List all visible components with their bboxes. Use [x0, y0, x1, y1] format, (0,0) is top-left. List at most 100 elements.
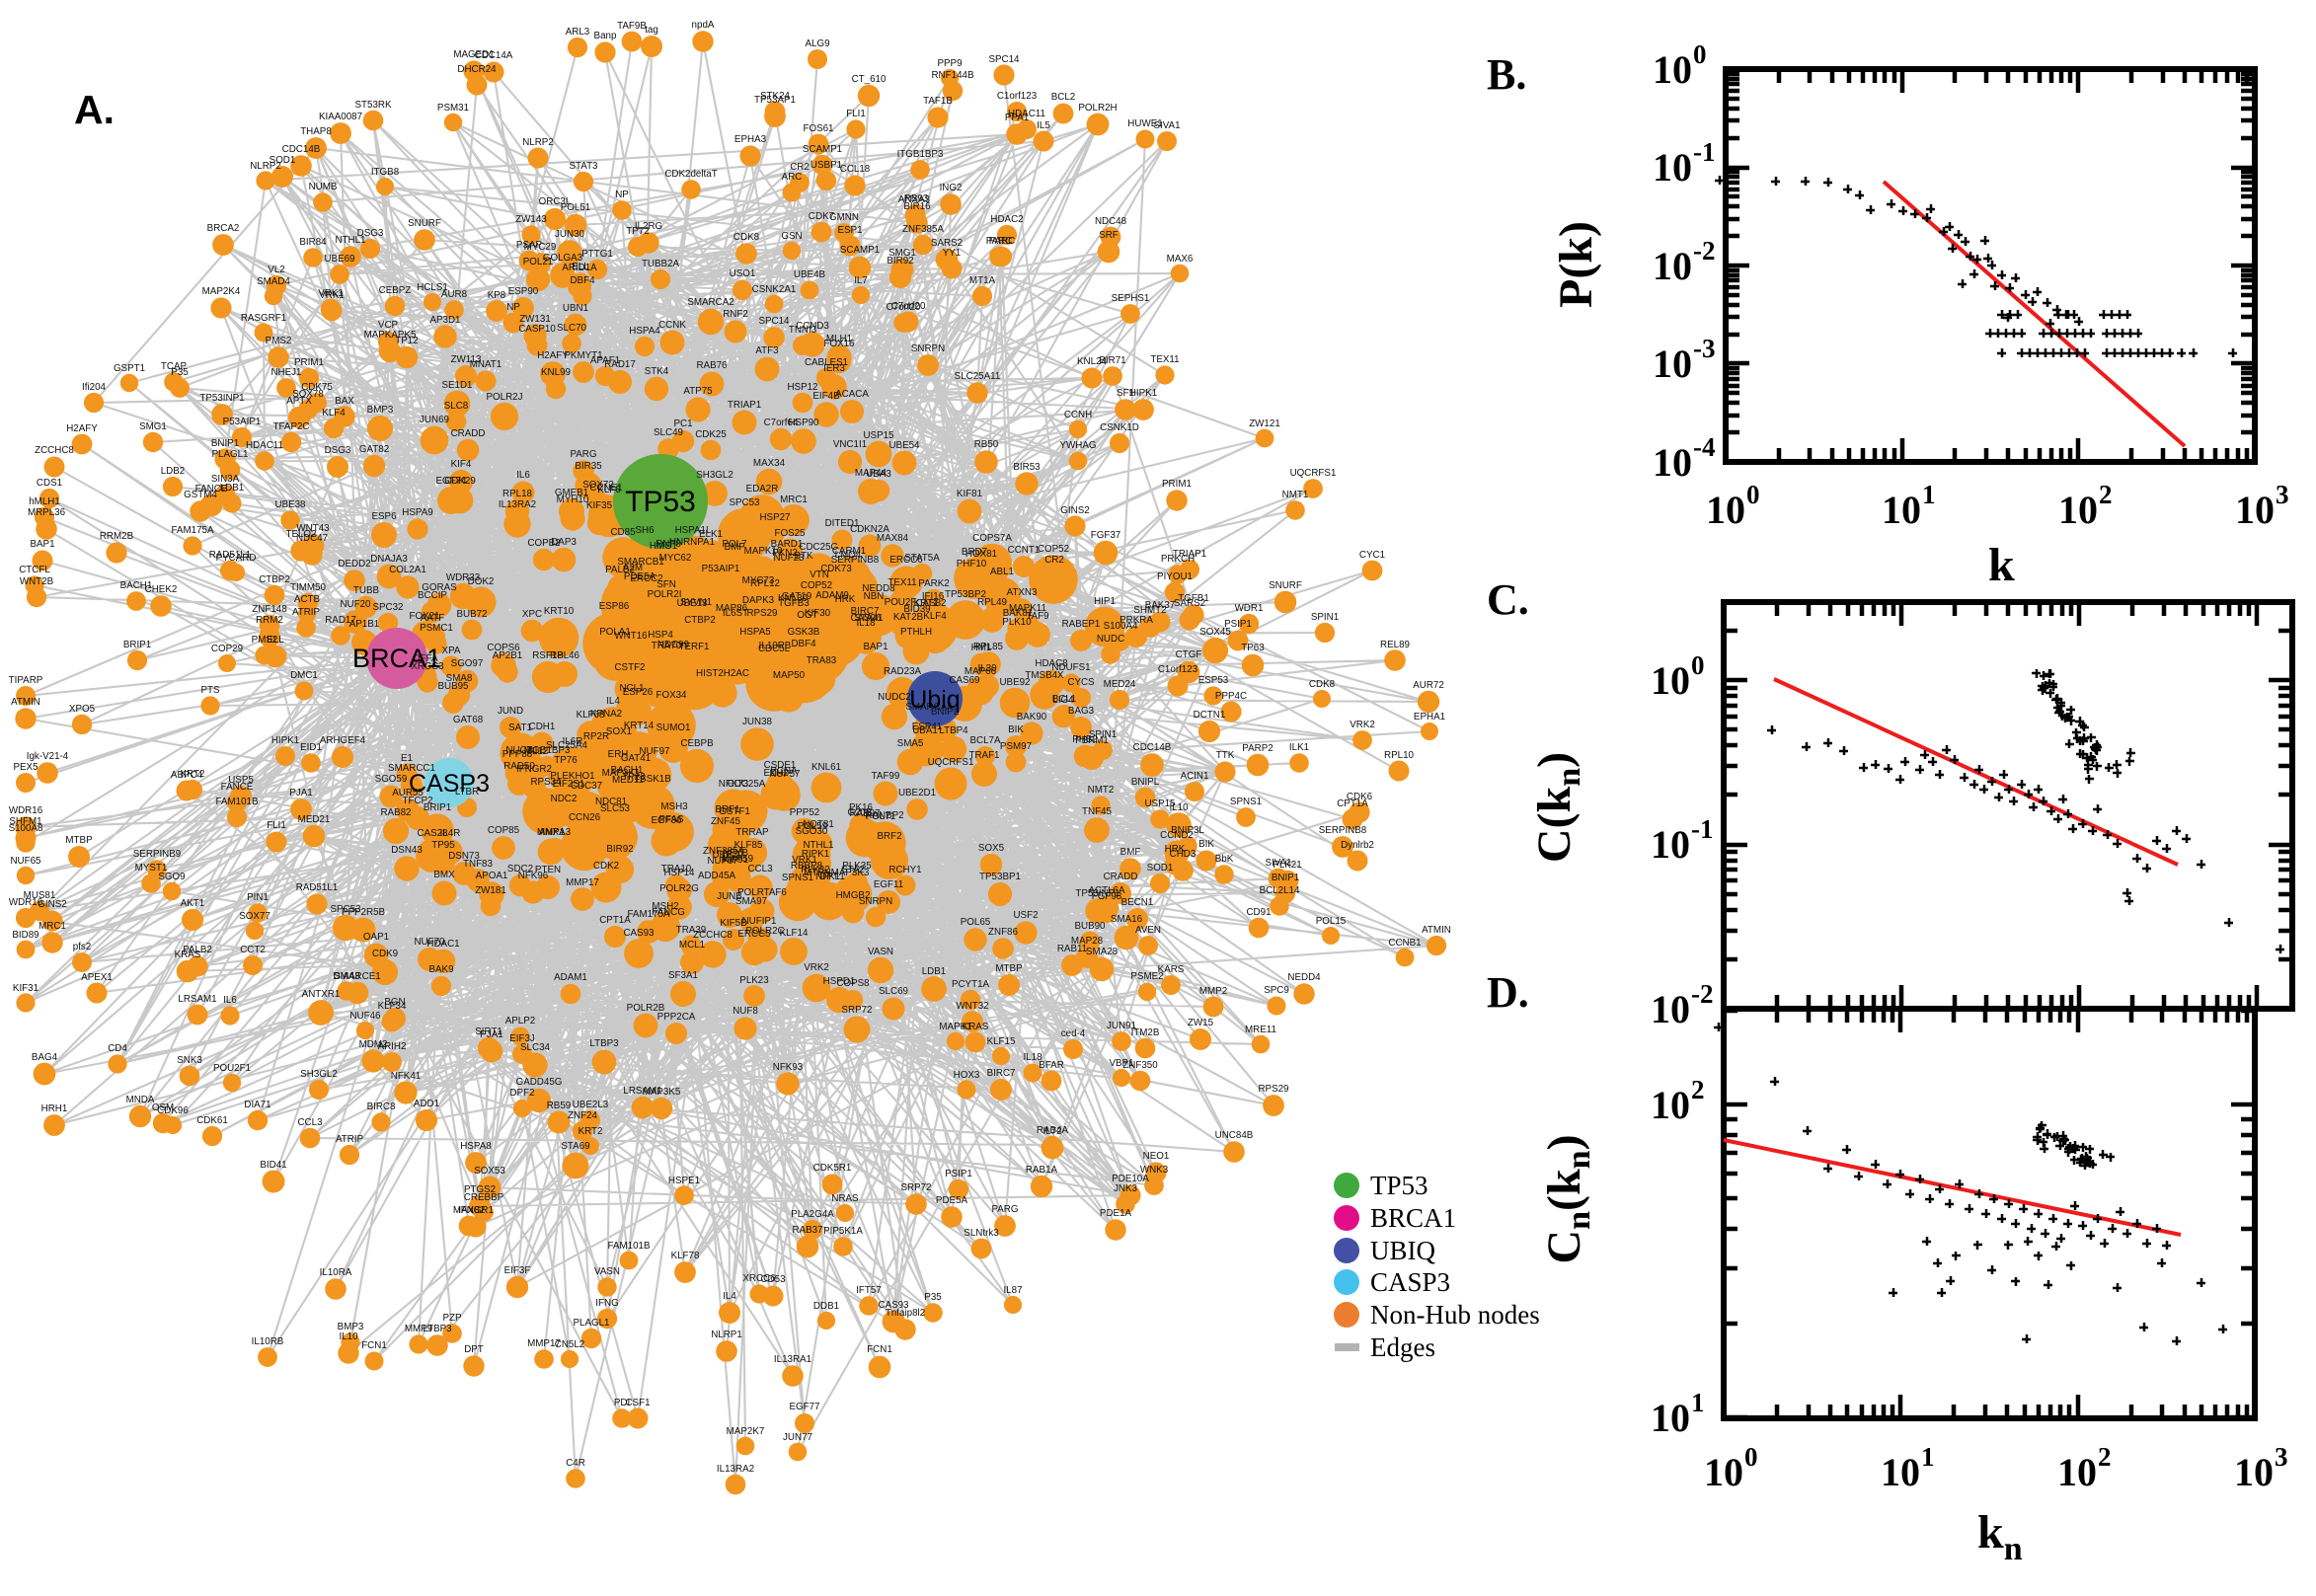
svg-text:SOD1: SOD1: [270, 155, 296, 166]
svg-text:ANTXR1: ANTXR1: [302, 989, 341, 1000]
svg-text:DSN73: DSN73: [448, 851, 480, 862]
svg-text:AVEN: AVEN: [1135, 925, 1161, 936]
svg-text:REL89: REL89: [1380, 640, 1410, 650]
svg-text:KRT2: KRT2: [579, 1126, 603, 1137]
svg-text:PSM31: PSM31: [437, 103, 469, 114]
svg-text:BCL2: BCL2: [1051, 92, 1076, 103]
svg-text:BNIPL: BNIPL: [931, 707, 960, 718]
svg-text:LTBP3: LTBP3: [423, 1324, 452, 1334]
svg-text:MAP3K5: MAP3K5: [643, 1087, 681, 1098]
svg-text:SERPINB8: SERPINB8: [1319, 825, 1367, 836]
svg-text:IL87: IL87: [1003, 1285, 1022, 1296]
svg-text:STK24: STK24: [760, 91, 791, 102]
svg-text:SPC32: SPC32: [372, 602, 403, 613]
svg-text:GINS2: GINS2: [38, 899, 66, 910]
svg-text:IL10RB: IL10RB: [759, 641, 792, 651]
svg-text:ML12: ML12: [524, 746, 549, 757]
svg-text:CCNK: CCNK: [658, 320, 686, 331]
svg-text:MAX34: MAX34: [753, 458, 786, 469]
svg-text:KPNA2: KPNA2: [590, 709, 622, 720]
svg-text:UNC84B: UNC84B: [1215, 1130, 1254, 1141]
svg-text:BTK: BTK: [794, 551, 813, 562]
svg-text:TFCP2: TFCP2: [402, 796, 432, 806]
svg-text:SOX78: SOX78: [292, 389, 324, 400]
svg-text:UBA3: UBA3: [866, 469, 891, 480]
svg-text:APLP2: APLP2: [505, 1016, 536, 1026]
svg-text:RRM2B: RRM2B: [100, 531, 134, 542]
svg-text:TUBB2A: TUBB2A: [642, 259, 680, 269]
svg-text:GAT82: GAT82: [359, 444, 389, 455]
svg-text:CDH1: CDH1: [529, 722, 556, 732]
svg-text:CDK25: CDK25: [695, 429, 727, 440]
svg-text:RPL85: RPL85: [973, 642, 1004, 652]
svg-text:SMG1: SMG1: [139, 421, 167, 432]
svg-text:ABPC4: ABPC4: [171, 770, 203, 781]
svg-text:ADD1: ADD1: [414, 1099, 439, 1109]
svg-text:TP53: TP53: [625, 486, 696, 518]
svg-text:SMARCB1: SMARCB1: [617, 557, 663, 568]
svg-text:TRA39: TRA39: [676, 925, 707, 936]
svg-text:ANXA3: ANXA3: [898, 194, 931, 205]
svg-text:SGO97: SGO97: [451, 658, 484, 669]
svg-text:10: 10: [1653, 145, 1692, 190]
svg-text:HM1: HM1: [971, 643, 992, 653]
svg-text:XRCC6: XRCC6: [742, 1273, 776, 1284]
svg-text:CYCS: CYCS: [1067, 677, 1095, 688]
svg-text:1: 1: [1922, 480, 1936, 509]
svg-text:ATRIP: ATRIP: [336, 1134, 364, 1145]
svg-text:SGO59: SGO59: [375, 774, 408, 785]
svg-text:IER3: IER3: [823, 363, 845, 374]
svg-text:POL51: POL51: [561, 202, 591, 213]
svg-text:A2M: A2M: [623, 563, 643, 573]
svg-text:SOX1: SOX1: [606, 726, 632, 737]
svg-text:RRM2: RRM2: [256, 615, 283, 626]
svg-text:BIR16: BIR16: [903, 201, 931, 212]
svg-text:SPC53: SPC53: [330, 904, 361, 915]
svg-text:CDK5R1: CDK5R1: [813, 1163, 852, 1174]
svg-text:Edges: Edges: [1370, 1332, 1435, 1362]
svg-text:USP15: USP15: [863, 430, 894, 441]
svg-text:BMF: BMF: [725, 542, 745, 553]
svg-text:HSPA5: HSPA5: [739, 627, 771, 638]
svg-text:ZW181: ZW181: [475, 885, 506, 896]
svg-text:CDC5L: CDC5L: [758, 644, 791, 654]
svg-text:DIA43: DIA43: [333, 971, 360, 982]
svg-text:AUR55: AUR55: [392, 788, 424, 798]
svg-text:KARS: KARS: [1158, 964, 1185, 975]
svg-text:COP52: COP52: [1038, 544, 1069, 555]
svg-text:BMP3: BMP3: [367, 405, 394, 416]
svg-text:APEX1: APEX1: [81, 972, 113, 983]
svg-text:NFK93: NFK93: [773, 1062, 804, 1073]
svg-text:VASN: VASN: [594, 1266, 620, 1277]
svg-text:BARD1: BARD1: [771, 539, 804, 550]
svg-text:RABEP1: RABEP1: [1062, 619, 1101, 630]
svg-text:MMP9: MMP9: [405, 1324, 432, 1334]
svg-text:TP12: TP12: [395, 336, 418, 346]
svg-text:NRAS: NRAS: [831, 1193, 859, 1204]
svg-text:TGFB1: TGFB1: [1178, 593, 1209, 604]
svg-text:ITGB1BP3: ITGB1BP3: [524, 745, 571, 756]
svg-text:CDK73: CDK73: [820, 564, 852, 574]
svg-text:CASP3: CASP3: [409, 770, 490, 798]
svg-text:PJA1: PJA1: [480, 1029, 502, 1040]
svg-text:BACH1: BACH1: [611, 765, 644, 776]
svg-text:HSP4: HSP4: [648, 630, 673, 641]
svg-text:FAM175A: FAM175A: [627, 909, 669, 920]
svg-text:XPA: XPA: [442, 646, 461, 656]
svg-text:TRAF1: TRAF1: [968, 750, 999, 761]
svg-text:STAT3: STAT3: [569, 161, 598, 172]
svg-text:PIN1: PIN1: [247, 892, 269, 903]
svg-text:ATMIN: ATMIN: [1422, 925, 1451, 936]
svg-text:SMARCC1: SMARCC1: [388, 763, 435, 774]
svg-text:IFT57: IFT57: [856, 1285, 882, 1296]
svg-text:BNIP1: BNIP1: [1272, 873, 1299, 883]
svg-text:DSG3: DSG3: [357, 228, 384, 239]
svg-text:tag: tag: [645, 25, 658, 36]
svg-text:USO1: USO1: [730, 268, 756, 279]
svg-text:MNAT1: MNAT1: [470, 359, 502, 370]
svg-text:ITGB8: ITGB8: [371, 167, 400, 178]
svg-text:PARG: PARG: [991, 1204, 1018, 1215]
svg-text:NUDC2: NUDC2: [878, 692, 911, 703]
svg-text:IFNGR1: IFNGR1: [458, 1205, 494, 1216]
svg-text:NFK73: NFK73: [719, 779, 749, 790]
